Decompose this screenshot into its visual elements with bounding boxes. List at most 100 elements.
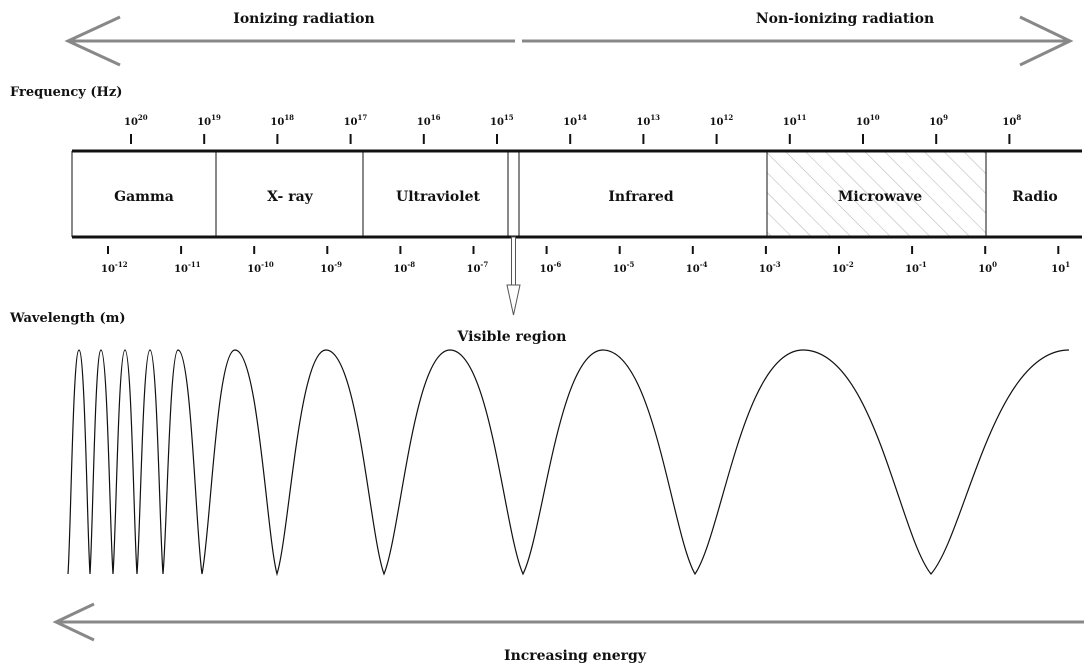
band-label-microwave: Microwave: [838, 189, 922, 205]
wavelength-tick-base: 10: [613, 264, 627, 275]
wavelength-tick-label: 10-7: [467, 260, 489, 275]
frequency-tick-base: 10: [636, 117, 650, 128]
wavelength-tick-base: 10: [978, 264, 992, 275]
frequency-ticks: 1020 1019 1018 1017 1016 1015 1014 1013 1012 1011…: [124, 113, 1021, 144]
wavelength-tick-exponent: -12: [115, 260, 128, 269]
frequency-tick-label: 109: [929, 113, 948, 128]
frequency-tick-label: 1013: [636, 113, 660, 128]
wavelength-tick-exponent: -11: [188, 260, 201, 269]
frequency-tick-label: 1018: [270, 113, 294, 128]
wavelength-ticks: 10-12 10-11 10-10 10-9 10-8 10-7 10-6 10-5 10-4 1…: [101, 246, 1070, 275]
wavelength-tick-base: 10: [1051, 264, 1065, 275]
wavelength-tick-base: 10: [832, 264, 846, 275]
visible-region-label: Visible region: [457, 329, 567, 345]
wavelength-tick-exponent: -9: [334, 260, 342, 269]
frequency-tick-label: 1012: [710, 113, 734, 128]
frequency-tick-exponent: 12: [724, 113, 734, 122]
wavelength-tick-label: 10-6: [540, 260, 562, 275]
wavelength-axis-title: Wavelength (m): [9, 311, 126, 326]
wavelength-tick-exponent: -6: [554, 260, 562, 269]
wavelength-tick-base: 10: [759, 264, 773, 275]
wavelength-tick-base: 10: [174, 264, 188, 275]
frequency-tick-exponent: 19: [211, 113, 221, 122]
frequency-tick-base: 10: [856, 117, 870, 128]
frequency-tick-base: 10: [1002, 117, 1016, 128]
frequency-tick-base: 10: [929, 117, 943, 128]
wavelength-tick-exponent: -8: [407, 260, 415, 269]
frequency-tick-base: 10: [344, 117, 358, 128]
wavelength-tick-base: 10: [686, 264, 700, 275]
frequency-tick-label: 1015: [490, 113, 514, 128]
wavelength-tick-base: 10: [320, 264, 334, 275]
frequency-tick-exponent: 9: [943, 113, 948, 122]
microwave-hatch-fill: [767, 151, 986, 237]
wavelength-tick-base: 10: [905, 264, 919, 275]
left-arrowhead-icon: [64, 15, 121, 67]
energy-arrowhead-icon: [52, 602, 95, 642]
frequency-tick-label: 1016: [417, 113, 441, 128]
wavelength-tick-label: 10-8: [393, 260, 415, 275]
wavelength-tick-label: 100: [978, 260, 997, 275]
spectrum-bar: [71, 149, 1082, 239]
wavelength-tick-label: 10-2: [832, 260, 854, 275]
wavelength-tick-base: 10: [540, 264, 554, 275]
frequency-tick-label: 1011: [783, 113, 807, 128]
frequency-tick-exponent: 15: [504, 113, 514, 122]
ionizing-radiation-label: Ionizing radiation: [233, 11, 374, 27]
right-arrowhead-icon: [1019, 15, 1074, 67]
wavelength-tick-exponent: -4: [700, 260, 708, 269]
wavelength-tick-base: 10: [467, 264, 481, 275]
non-ionizing-radiation-label: Non-ionizing radiation: [756, 11, 934, 27]
wavelength-tick-label: 10-10: [247, 260, 274, 275]
wavelength-tick-exponent: -3: [773, 260, 781, 269]
frequency-tick-exponent: 11: [797, 113, 807, 122]
energy-arrow: [52, 602, 1084, 642]
frequency-tick-base: 10: [783, 117, 797, 128]
wavelength-tick-exponent: -7: [480, 260, 488, 269]
frequency-axis-title: Frequency (Hz): [10, 85, 122, 100]
frequency-tick-exponent: 8: [1016, 113, 1021, 122]
frequency-tick-base: 10: [197, 117, 211, 128]
frequency-tick-exponent: 13: [650, 113, 660, 122]
wavelength-tick-exponent: 1: [1065, 260, 1070, 269]
wavelength-tick-label: 10-5: [613, 260, 635, 275]
frequency-tick-exponent: 10: [870, 113, 880, 122]
band-label-xray: X- ray: [267, 189, 313, 205]
wavelength-tick-label: 10-12: [101, 260, 128, 275]
frequency-tick-exponent: 18: [284, 113, 294, 122]
wavelength-tick-base: 10: [247, 264, 261, 275]
frequency-tick-label: 1020: [124, 113, 148, 128]
increasing-energy-label: Increasing energy: [504, 648, 647, 664]
wavelength-tick-label: 10-11: [174, 260, 201, 275]
down-arrow-icon: [506, 284, 521, 316]
frequency-tick-label: 108: [1002, 113, 1021, 128]
frequency-tick-exponent: 14: [577, 113, 587, 122]
frequency-tick-label: 1017: [344, 113, 368, 128]
wavelength-tick-exponent: -5: [627, 260, 635, 269]
frequency-tick-exponent: 16: [431, 113, 441, 122]
frequency-tick-base: 10: [124, 117, 138, 128]
wavelength-tick-exponent: -2: [846, 260, 854, 269]
frequency-tick-base: 10: [710, 117, 724, 128]
frequency-tick-base: 10: [563, 117, 577, 128]
wavelength-tick-exponent: -1: [919, 260, 927, 269]
wavelength-tick-exponent: 0: [992, 260, 997, 269]
frequency-tick-base: 10: [417, 117, 431, 128]
band-label-gamma: Gamma: [114, 189, 174, 205]
frequency-tick-exponent: 20: [138, 113, 148, 122]
wavelength-tick-label: 10-3: [759, 260, 781, 275]
wavelength-tick-base: 10: [101, 264, 115, 275]
frequency-tick-label: 1019: [197, 113, 221, 128]
wavelength-tick-label: 10-9: [320, 260, 342, 275]
frequency-tick-label: 1010: [856, 113, 880, 128]
band-label-ultraviolet: Ultraviolet: [396, 189, 480, 205]
wavelength-tick-exponent: -10: [261, 260, 274, 269]
visible-pointer-shaft: [511, 236, 516, 288]
wavelength-tick-base: 10: [393, 264, 407, 275]
wavelength-tick-label: 10-1: [905, 260, 927, 275]
frequency-tick-exponent: 17: [358, 113, 368, 122]
wavelength-tick-label: 10-4: [686, 260, 708, 275]
radiation-arrow: [64, 15, 1074, 67]
visible-region-pointer: [506, 236, 521, 316]
